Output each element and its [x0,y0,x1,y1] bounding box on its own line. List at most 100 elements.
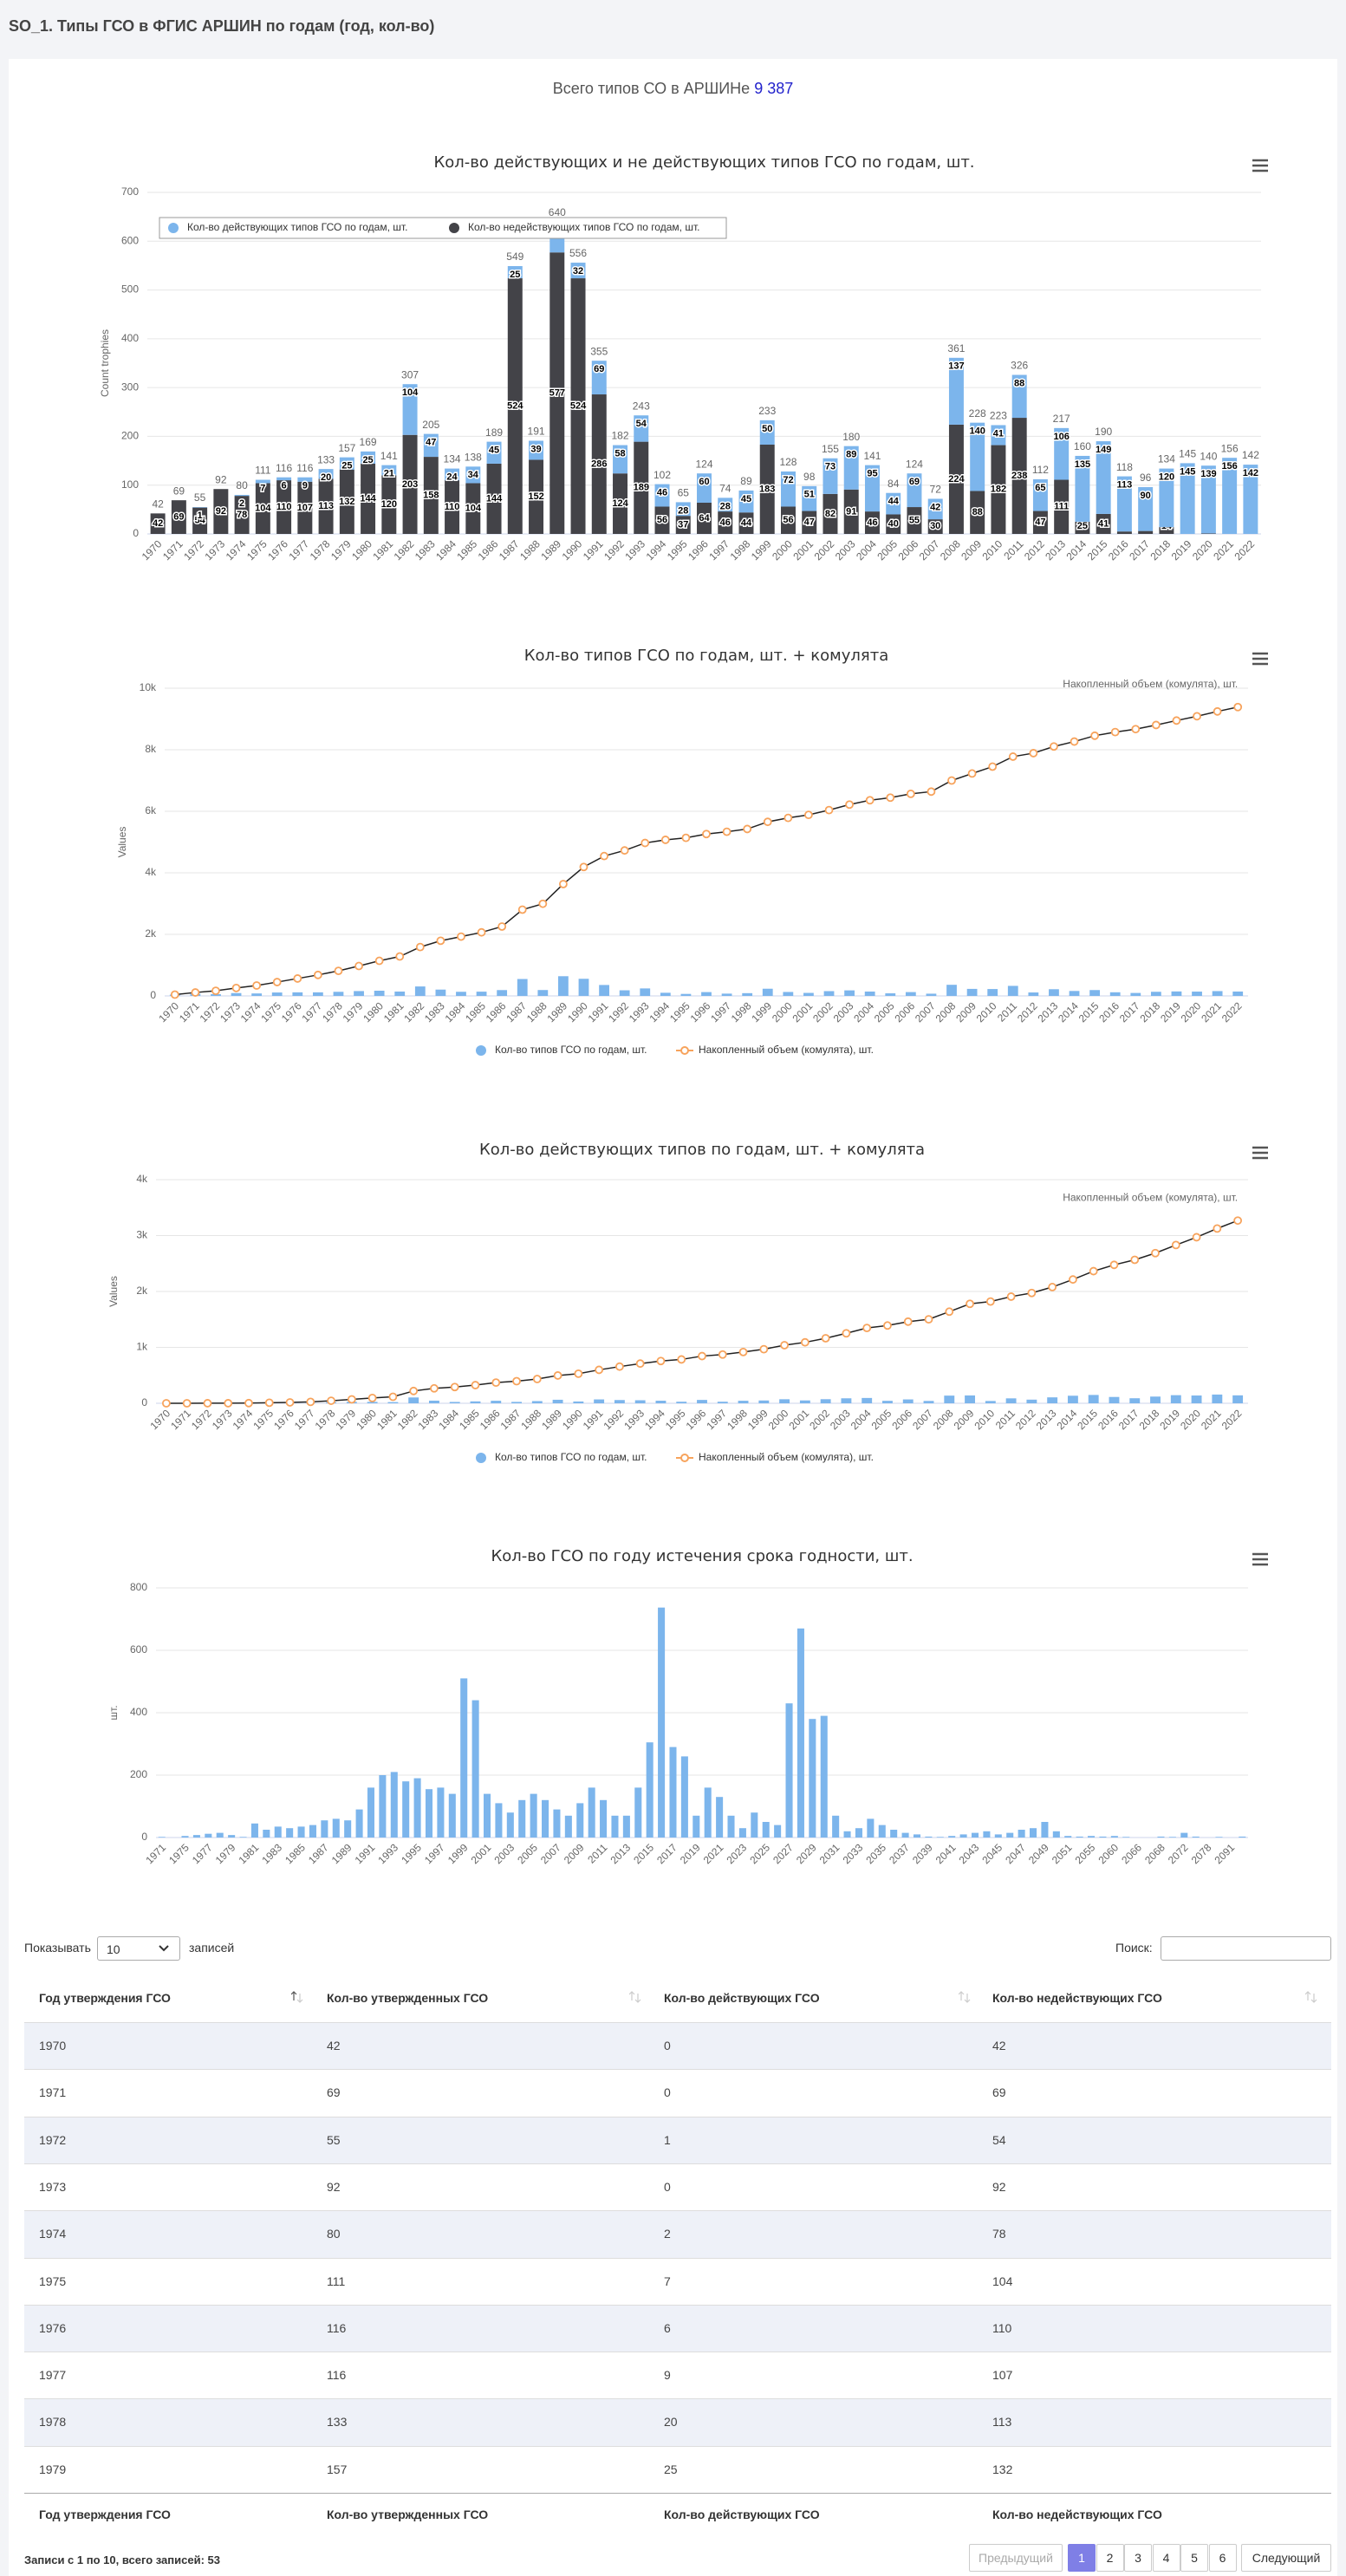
x-tick-label: 2010 [974,999,999,1025]
y-tick-label: 3k [136,1229,148,1241]
bar-segment [1075,521,1090,534]
x-tick-label: 1991 [353,1841,378,1866]
bar [634,1787,642,1838]
x-tick-label: 1982 [395,1407,420,1432]
chart-title: Кол-во действующих типов по годам, шт. +… [479,1141,925,1159]
column-footer: Год утверждения ГСО [39,2508,171,2521]
x-tick-label: 1973 [218,999,243,1025]
data-label: 42 [153,518,163,529]
x-tick-label: 2019 [678,1841,703,1866]
line-point [780,1341,789,1350]
page-button[interactable]: 2 [1096,2544,1124,2572]
chart-title: Кол-во ГСО по году истечения срока годно… [491,1547,913,1565]
bar-segment [675,516,691,534]
data-label: 113 [1117,479,1133,490]
table-cell: 157 [327,2462,348,2476]
x-tick-label: 2015 [1076,999,1102,1025]
x-tick-label: 1986 [476,537,501,563]
line-point [1070,737,1079,746]
total-label: 134 [1158,453,1175,465]
page-button[interactable]: 6 [1208,2544,1237,2572]
line-point [264,1398,274,1408]
line-point [1050,742,1058,751]
bar [925,1836,933,1838]
data-label: 149 [1096,445,1111,455]
bar [1018,1830,1025,1838]
page-button[interactable]: 1 [1068,2544,1096,2572]
x-tick-label: 2007 [910,1407,935,1432]
x-tick-label: 2005 [869,1407,894,1432]
line-point [334,966,343,976]
table-cell: 1971 [39,2085,67,2100]
line-point [988,762,998,771]
sort-icon[interactable] [1305,1991,1317,2003]
data-label: 47 [426,438,436,448]
x-tick-label: 1979 [341,999,366,1025]
page-button[interactable]: 5 [1180,2544,1208,2572]
table-cell: 0 [664,2039,671,2052]
x-tick-label: 2020 [1179,999,1204,1025]
bar [655,1401,666,1403]
line-point [698,1351,706,1361]
bar-segment [1243,465,1258,534]
bar-segment [970,422,985,491]
x-tick-label: 1991 [581,1407,606,1432]
sort-icon[interactable] [629,1991,641,2003]
bar [537,990,549,996]
x-tick-label: 2011 [993,1407,1018,1431]
sort-icon[interactable] [959,1991,971,2003]
page-button[interactable]: Предыдущий [969,2544,1063,2572]
table-row [24,2116,1331,2164]
x-tick-label: 2019 [1169,537,1194,563]
line-point [985,1297,995,1306]
x-tick-label: 2002 [807,1407,832,1432]
bar [1067,1395,1078,1403]
column-footer: Кол-во действующих ГСО [664,2508,820,2521]
chart-title: Кол-во типов ГСО по годам, шт. + комулят… [524,647,889,665]
data-label: 144 [486,493,503,504]
sort-icon[interactable] [291,1991,303,2003]
bar-segment [991,425,1006,446]
table-cell: 42 [992,2039,1006,2052]
page-button[interactable]: Следующий [1241,2544,1331,2572]
x-tick-label: 1983 [259,1841,284,1866]
x-tick-label: 2003 [491,1841,517,1866]
bar [1110,1836,1118,1838]
bar [971,1832,979,1838]
bar-segment [948,424,964,534]
bar [913,1834,920,1838]
line-point [1192,1233,1201,1242]
search-label: Поиск: [1115,1941,1153,1955]
data-label: 78 [237,510,247,520]
search-input[interactable] [1161,1936,1331,1961]
page-button[interactable]: 4 [1152,2544,1180,2572]
x-tick-label: 1984 [436,1407,461,1432]
page-button[interactable]: 3 [1124,2544,1152,2572]
x-tick-label: 2051 [1050,1841,1075,1866]
bar [1122,1837,1130,1838]
legend-symbol [476,1453,486,1463]
bar [449,1402,460,1403]
total-label: 169 [360,436,377,448]
bar [779,1399,790,1403]
bar [1129,1398,1141,1403]
bar [599,985,609,996]
line-point [374,956,384,966]
x-tick-label: 1989 [329,1841,354,1866]
legend-label: Кол-во действующих типов ГСО по годам, ш… [187,221,407,233]
bar-segment [276,480,292,534]
x-tick-label: 1999 [445,1841,471,1866]
line-point [656,1356,666,1366]
length-select[interactable]: 10 [97,1936,180,1961]
bar-segment [1054,427,1070,480]
line-point [327,1396,335,1405]
table-cell: 113 [992,2415,1012,2430]
bar [437,1787,445,1838]
bar [640,988,651,996]
bar [948,1836,956,1838]
y-tick-label: 0 [141,1396,147,1408]
x-tick-label: 1974 [238,999,263,1025]
column-header: Кол-во утвержденных ГСО [327,1991,489,2005]
bar [762,1822,770,1838]
table-cell: 25 [664,2462,678,2476]
